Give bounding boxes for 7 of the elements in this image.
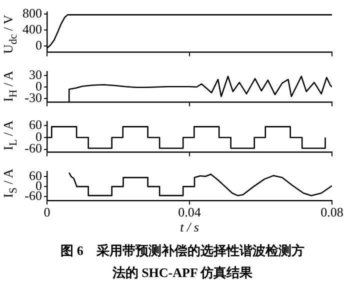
y-tick-label: 0 xyxy=(36,38,42,53)
x-tick-label: 0.04 xyxy=(178,204,202,220)
y-tick-label: 400 xyxy=(22,22,42,37)
x-tick-label: 0.08 xyxy=(320,204,344,220)
y-tick-label: 800 xyxy=(22,5,42,20)
x-axis-title: t / s xyxy=(180,220,199,235)
caption: 图 6 采用带预测补偿的选择性谐波检测方法的 SHC-APF 仿真结果 xyxy=(60,242,306,282)
